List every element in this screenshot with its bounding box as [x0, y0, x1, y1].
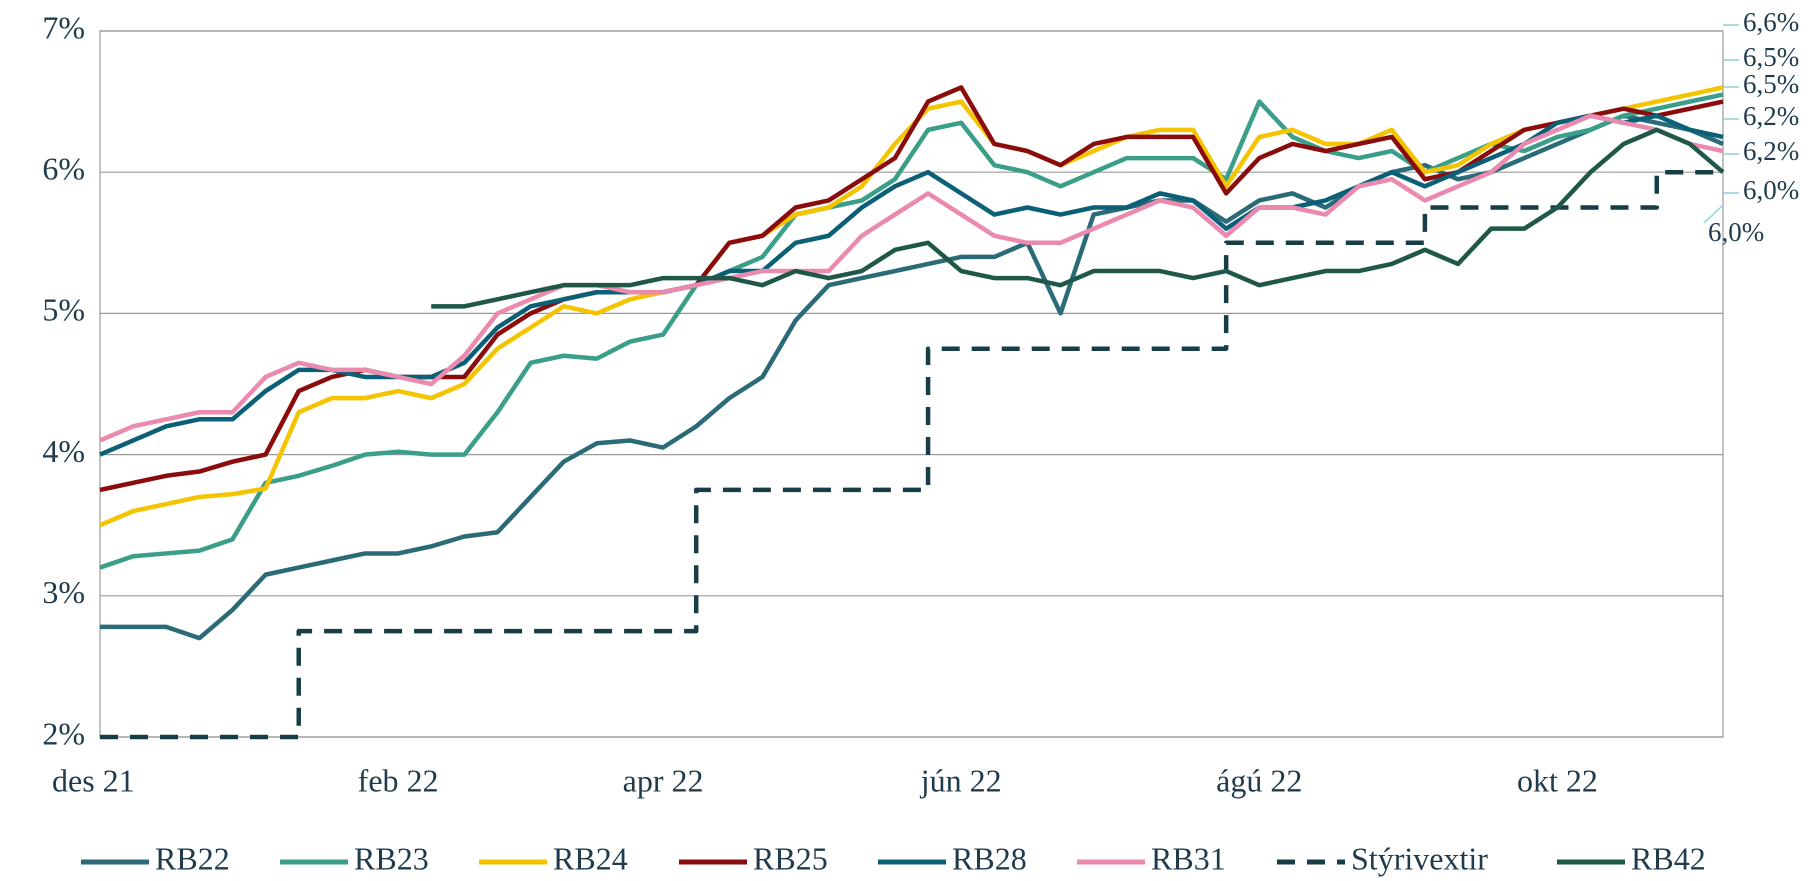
- y-tick-label: 4%: [42, 433, 85, 469]
- end-label: 6,5%: [1743, 69, 1799, 99]
- end-label: 6,0%: [1708, 217, 1764, 247]
- end-label: 6,6%: [1743, 7, 1799, 37]
- x-tick-label: jún 22: [920, 762, 1002, 798]
- y-tick-label: 6%: [42, 151, 85, 187]
- legend-label: RB42: [1631, 840, 1706, 876]
- end-label: 6,0%: [1743, 175, 1799, 205]
- legend-label: RB22: [155, 840, 230, 876]
- series-line: [99, 113, 1724, 443]
- y-tick-label: 7%: [42, 9, 85, 45]
- series-line: [99, 113, 1724, 457]
- series-line: [431, 127, 1725, 309]
- end-label: 6,5%: [1743, 42, 1799, 72]
- legend-label: Stýrivextir: [1351, 840, 1488, 876]
- series-line: [100, 169, 1723, 740]
- x-tick-label: okt 22: [1517, 762, 1598, 798]
- y-tick-label: 3%: [42, 574, 85, 610]
- plot-frame: [99, 30, 1724, 738]
- leader-line: [1703, 204, 1724, 224]
- legend-label: RB31: [1151, 840, 1226, 876]
- x-tick-label: apr 22: [623, 762, 704, 798]
- legend-label: RB25: [753, 840, 828, 876]
- end-label: 6,2%: [1743, 136, 1799, 166]
- x-tick-label: des 21: [52, 762, 135, 798]
- y-tick-label: 5%: [42, 292, 85, 328]
- series-line: [100, 113, 1724, 641]
- legend-label: RB23: [354, 840, 429, 876]
- legend-label: RB28: [952, 840, 1027, 876]
- end-label: 6,2%: [1743, 101, 1799, 131]
- series-line: [99, 92, 1724, 570]
- legend-label: RB24: [553, 840, 628, 876]
- y-tick-label: 2%: [42, 715, 85, 751]
- x-tick-label: ágú 22: [1216, 762, 1302, 798]
- x-tick-label: feb 22: [358, 762, 439, 798]
